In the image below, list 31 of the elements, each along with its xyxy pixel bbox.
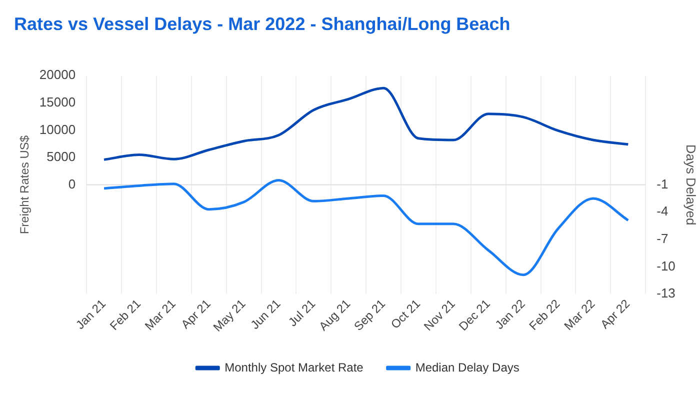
x-tick-label: Nov 21 <box>421 296 458 334</box>
y2-axis-title: Days Delayed <box>684 144 699 226</box>
x-tick-label: Oct 21 <box>388 296 424 332</box>
x-tick-label: Dec 21 <box>456 296 494 334</box>
x-tick-label: Feb 21 <box>107 296 144 333</box>
y-tick-label: 0 <box>68 176 76 192</box>
x-tick-label: Jul 21 <box>286 296 318 330</box>
y2-tick-label: -7 <box>656 230 668 246</box>
x-tick-label: Sep 21 <box>351 296 388 334</box>
legend-label: Median Delay Days <box>415 360 520 374</box>
chart-title: Rates vs Vessel Delays - Mar 2022 - Shanghai/Long Beach <box>14 14 510 34</box>
y2-tick-label: -4 <box>656 204 668 219</box>
line-series <box>102 178 630 276</box>
x-tick-label: Apr 22 <box>598 296 633 332</box>
y2-tick-label: -13 <box>656 286 676 301</box>
x-tick-label: Mar 22 <box>561 296 598 333</box>
y2-tick-label: -10 <box>656 258 676 274</box>
x-tick-label: Jan 22 <box>492 296 528 332</box>
x-tick-label: Feb 22 <box>526 296 563 333</box>
legend-label: Monthly Spot Market Rate <box>224 360 364 374</box>
x-tick-label: Aug 21 <box>316 296 354 334</box>
y-tick-label: 10000 <box>39 122 76 137</box>
y-tick-label: 20000 <box>39 67 76 82</box>
y-axis-title: Freight Rates US$ <box>18 135 32 234</box>
x-tick-label: Jun 21 <box>248 296 284 332</box>
y2-tick-label: -1 <box>656 176 668 192</box>
y-tick-label: 5000 <box>46 149 76 164</box>
y-tick-label: 15000 <box>39 94 76 110</box>
x-tick-label: Jan 21 <box>73 296 109 332</box>
line-series <box>102 86 630 161</box>
x-tick-label: Mar 21 <box>142 296 179 333</box>
